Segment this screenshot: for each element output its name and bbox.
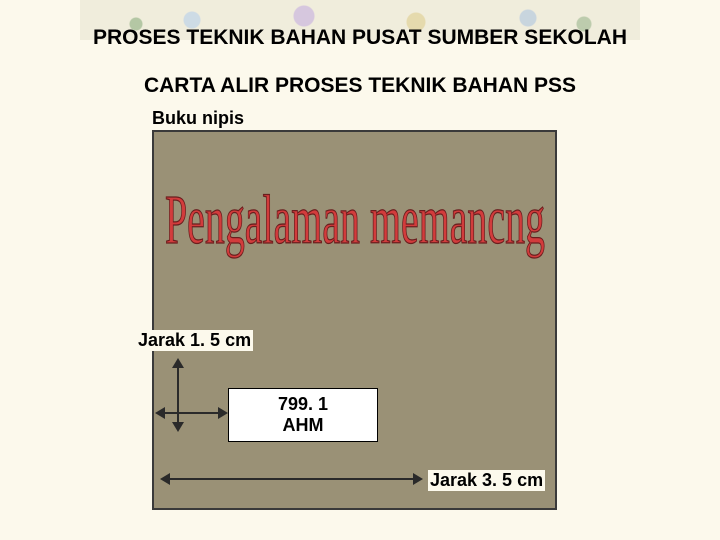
jarak-1-label: Jarak 1. 5 cm xyxy=(136,330,253,351)
arrow-h2-shaft xyxy=(168,478,416,480)
arrow-h2-head-right xyxy=(413,473,423,485)
call-number-box: 799. 1 AHM xyxy=(228,388,378,442)
arrow-h1-shaft xyxy=(163,412,221,414)
slide-title-line1: PROSES TEKNIK BAHAN PUSAT SUMBER SEKOLAH xyxy=(0,26,720,50)
wordart-svg: Pengalaman memancng xyxy=(160,160,550,270)
wordart-text: Pengalaman memancng xyxy=(165,181,545,259)
arrow-vertical-shaft xyxy=(177,365,179,425)
arrow-vertical-head-top xyxy=(172,358,184,368)
book-label: Buku nipis xyxy=(152,108,244,129)
arrow-h2-head-left xyxy=(160,473,170,485)
call-number-line2: AHM xyxy=(283,415,324,436)
arrow-vertical-head-bottom xyxy=(172,422,184,432)
slide-title-line2: CARTA ALIR PROSES TEKNIK BAHAN PSS xyxy=(0,74,720,98)
arrow-h1-head-right xyxy=(218,407,228,419)
call-number-line1: 799. 1 xyxy=(278,394,328,415)
wordart-title: Pengalaman memancng xyxy=(160,160,550,270)
arrow-h1-head-left xyxy=(155,407,165,419)
jarak-2-label: Jarak 3. 5 cm xyxy=(428,470,545,491)
